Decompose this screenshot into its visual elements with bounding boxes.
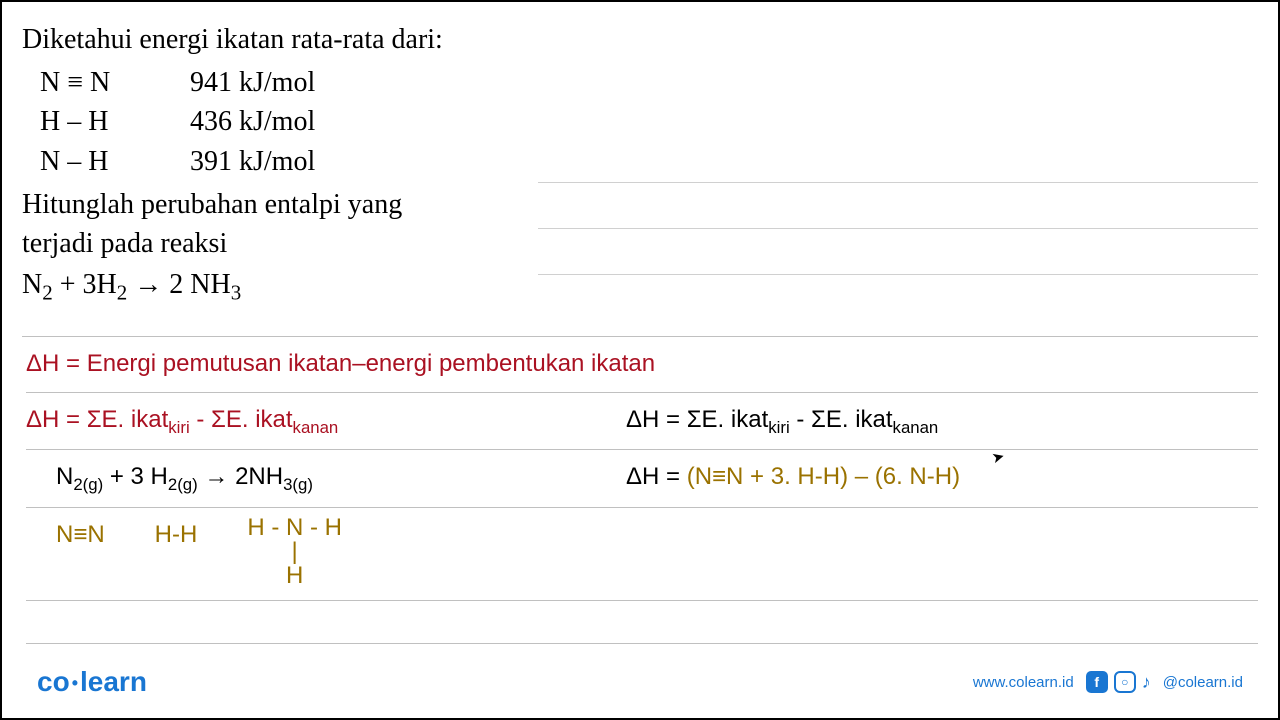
footer-right: www.colearn.id f ○ ♪ @colearn.id [973,671,1243,693]
formula-left: ΔH = ΣE. ikatkiri - ΣE. ikatkanan [26,401,626,442]
h2-structure: H-H [155,516,198,554]
social-handle: @colearn.id [1163,674,1243,691]
main-content: Diketahui energi ikatan rata-rata dari: … [2,2,1278,644]
solution-section: ΔH = Energi pemutusan ikatan–energi pemb… [22,345,1258,644]
line-divider [26,507,1258,508]
tiktok-icon: ♪ [1142,672,1151,693]
nh3-structure: H - N - H | H [247,516,342,588]
formula-definition: ΔH = Energi pemutusan ikatan–energi pemb… [26,345,1258,383]
bond-name: N – H [40,142,190,181]
n2-structure: N≡N [56,516,105,554]
bond-row-2: H – H 436 kJ/mol [22,102,1258,141]
balanced-equation: N2(g) + 3 H2(g) → 2NH3(g) [26,458,626,499]
section-divider [22,336,1258,337]
line-divider [26,449,1258,450]
bond-value: 436 kJ/mol [190,102,390,141]
colearn-logo: co•learn [37,666,147,698]
social-icons: f ○ ♪ [1086,671,1151,693]
bond-value: 941 kJ/mol [190,63,390,102]
line-divider [26,643,1258,644]
delta-h-calc: ΔH = (N≡N + 3. H-H) – (6. N-H) [626,458,1258,499]
facebook-icon: f [1086,671,1108,693]
bond-row-1: N ≡ N 941 kJ/mol [22,63,1258,102]
bond-value: 391 kJ/mol [190,142,390,181]
line-divider [26,600,1258,601]
background-ruled-lines [538,182,1258,320]
instagram-icon: ○ [1114,671,1136,693]
bond-name: N ≡ N [40,63,190,102]
equation-row: N2(g) + 3 H2(g) → 2NH3(g) ΔH = (N≡N + 3.… [26,458,1258,499]
bond-structures: N≡N H-H H - N - H | H [26,516,1258,588]
bond-name: H – H [40,102,190,141]
problem-title: Diketahui energi ikatan rata-rata dari: [22,20,1258,59]
line-divider [26,392,1258,393]
footer: co•learn www.colearn.id f ○ ♪ @colearn.i… [2,666,1278,698]
formula-row: ΔH = ΣE. ikatkiri - ΣE. ikatkanan ΔH = Σ… [26,401,1258,442]
bond-row-3: N – H 391 kJ/mol [22,142,1258,181]
formula-right: ΔH = ΣE. ikatkiri - ΣE. ikatkanan [626,401,1258,442]
website-url: www.colearn.id [973,674,1074,691]
